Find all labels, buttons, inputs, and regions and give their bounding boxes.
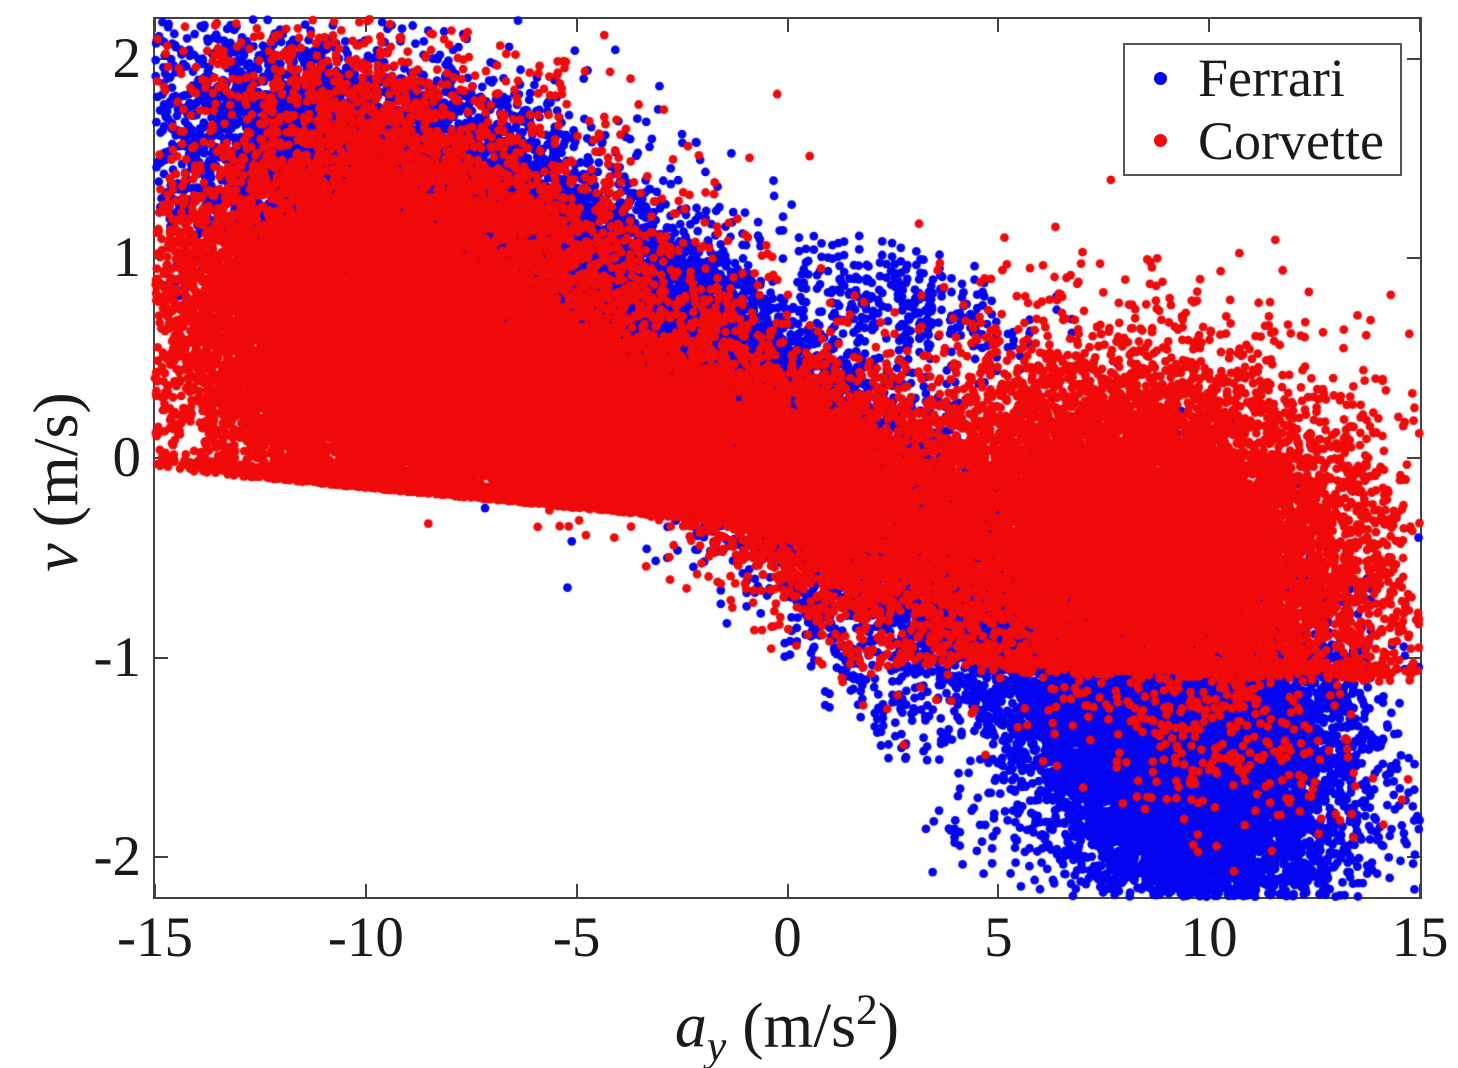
y-tick-label: 0 [112,426,142,489]
legend: Ferrari Corvette [1123,43,1402,176]
legend-label: Ferrari [1198,48,1345,109]
x-tick-label: -15 [117,906,193,969]
y-tick-label: 2 [112,26,142,90]
legend-entry-corvette: Corvette [1125,112,1400,170]
y-tick-label: 1 [112,226,142,290]
x-tick-label: 10 [1180,906,1238,969]
x-tick-label: 0 [773,906,802,969]
x-tick-label: 5 [984,906,1013,969]
y-tick-label: -2 [93,825,141,889]
x-tick-label: -5 [552,906,601,969]
x-tick-label: 15 [1391,906,1449,969]
x-axis-unit-post: ) [877,989,900,1061]
y-tick-label: -1 [93,625,141,689]
y-axis-variable: v [20,543,91,572]
x-axis-subscript: y [706,1022,727,1068]
x-axis-variable: a [674,989,707,1061]
x-axis-exponent: 2 [856,986,878,1034]
y-axis-label: v (m/s) [18,392,94,572]
x-axis-label: ay (m/s2) [675,972,899,1068]
x-tick-label: -10 [327,906,404,969]
y-axis-unit: (m/s) [20,392,91,544]
x-axis-unit-pre: (m/s [726,989,857,1061]
legend-entry-ferrari: Ferrari [1125,49,1400,107]
legend-label: Corvette [1198,110,1384,171]
legend-marker-blue-dot-icon [1154,71,1167,85]
legend-marker-red-dot-icon [1154,134,1167,148]
